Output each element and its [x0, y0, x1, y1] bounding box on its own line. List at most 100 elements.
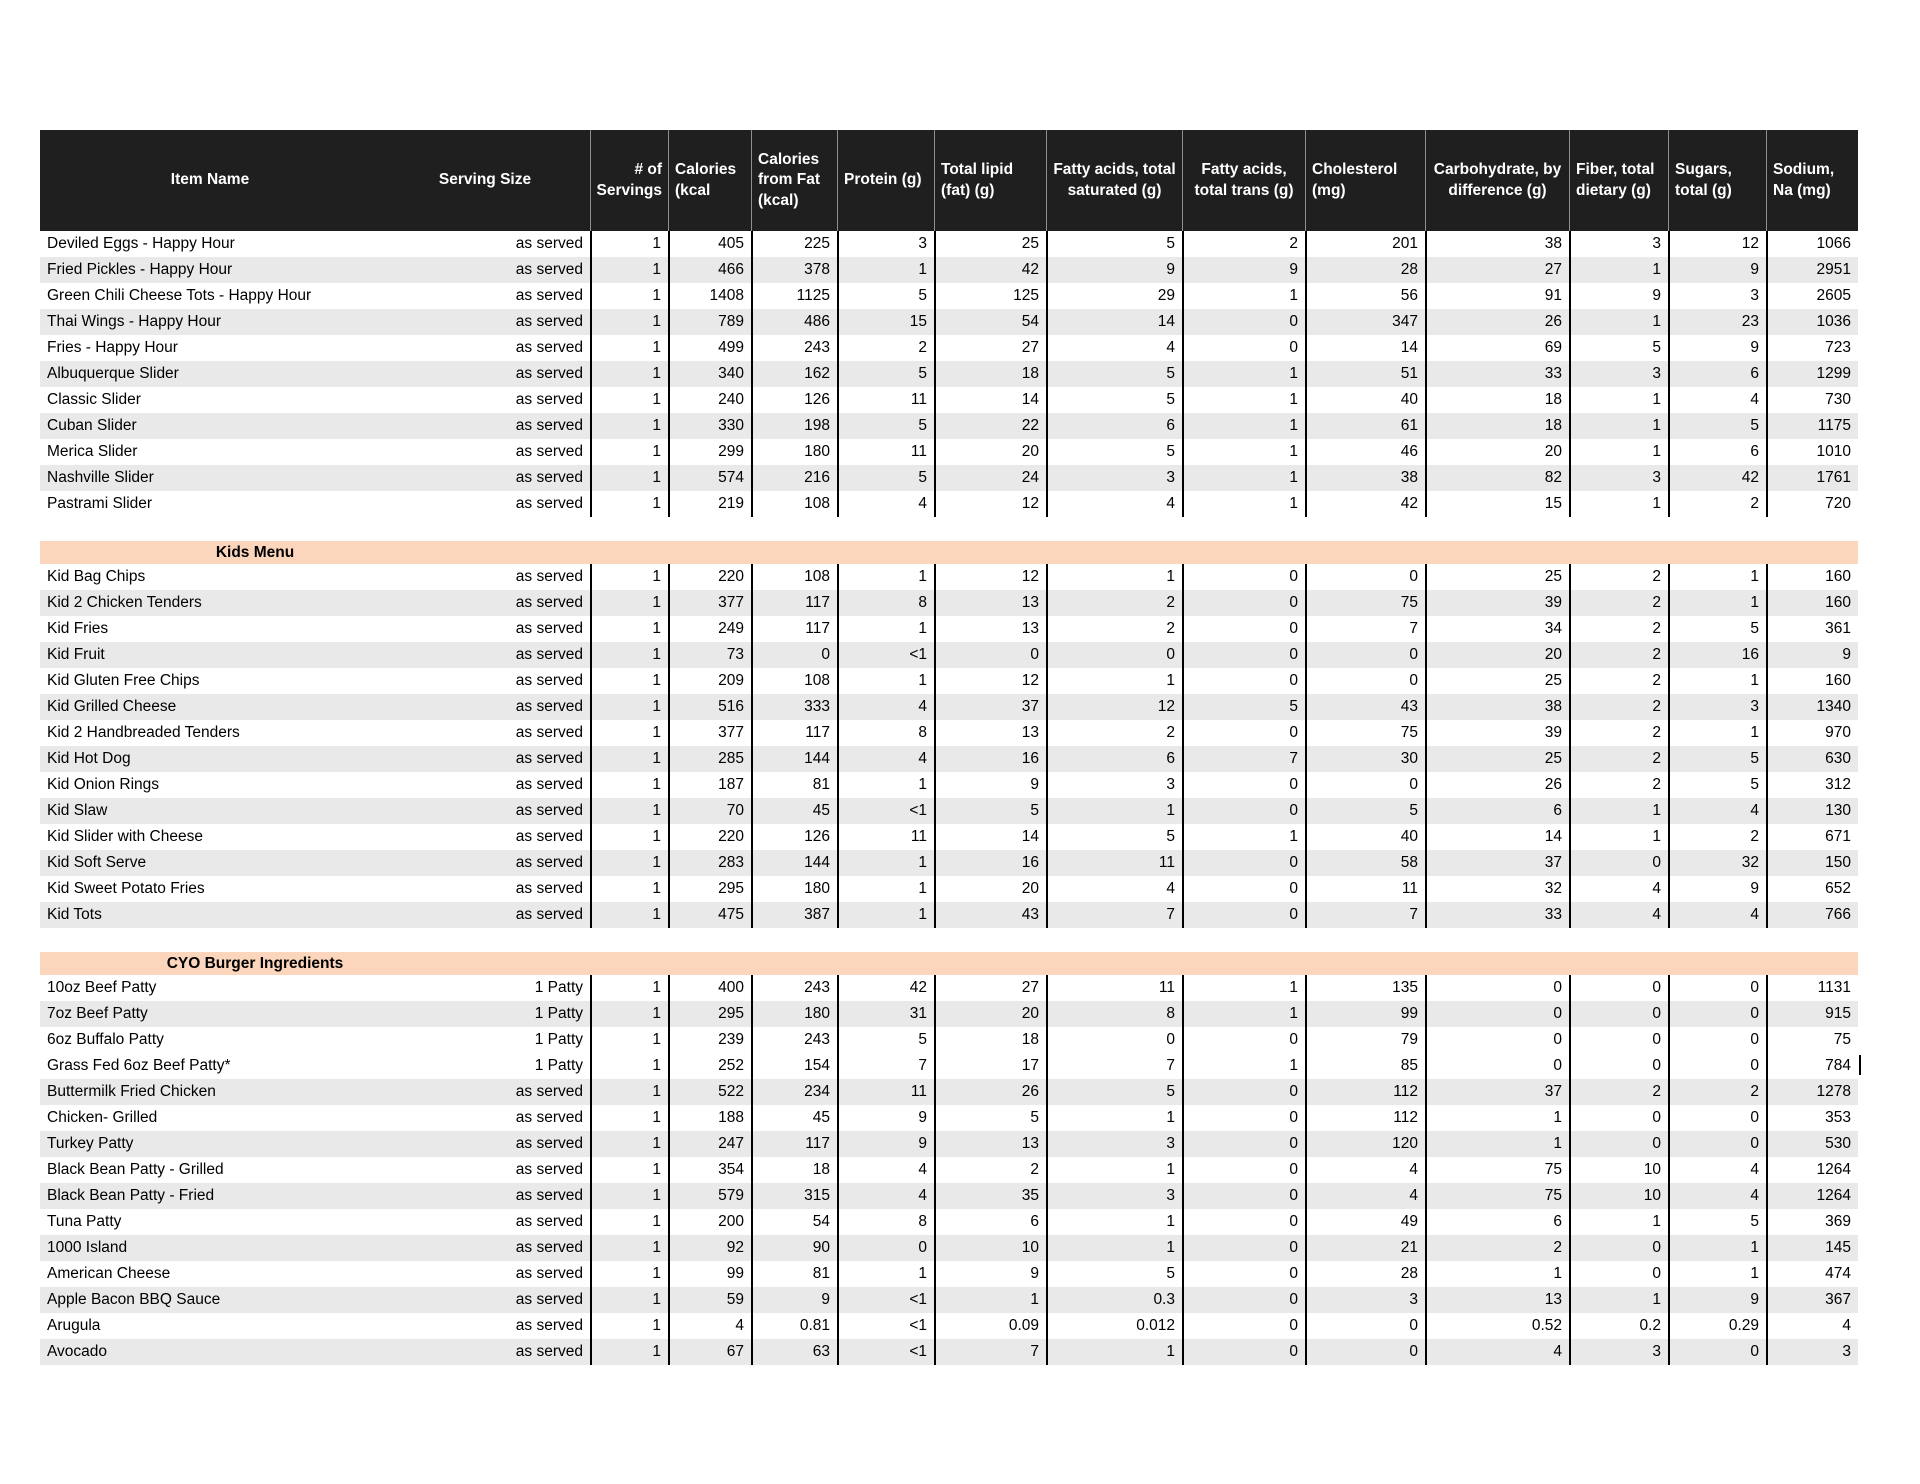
cell-value[interactable]: 1	[1046, 1235, 1182, 1261]
cell-value[interactable]: 0	[1305, 772, 1425, 798]
cell-value[interactable]: 377	[668, 590, 751, 616]
cell-value[interactable]: 5	[837, 283, 934, 309]
cell-value[interactable]: 28	[1305, 257, 1425, 283]
table-row[interactable]: 1000 Island as served 1 92 90 0 10 1 0 21 2 0 1 145	[40, 1235, 1858, 1261]
cell-value[interactable]: 1	[590, 1261, 668, 1287]
cell-value[interactable]: 11	[1046, 850, 1182, 876]
cell-serving-size[interactable]: as served	[515, 287, 583, 304]
cell-item-name[interactable]: Thai Wings - Happy Hour	[47, 313, 222, 330]
cell-value[interactable]: 27	[934, 975, 1046, 1001]
cell-value[interactable]: 247	[668, 1131, 751, 1157]
cell-value[interactable]: 42	[1305, 491, 1425, 517]
cell-value[interactable]: 20	[934, 876, 1046, 902]
cell-value[interactable]: 0	[1182, 1313, 1305, 1339]
cell-value[interactable]: 26	[1425, 772, 1569, 798]
cell-value[interactable]: 0	[1569, 1105, 1668, 1131]
cell-value[interactable]: 2	[1569, 694, 1668, 720]
cell-value[interactable]: 1	[1668, 668, 1766, 694]
cell-value[interactable]: 12	[934, 564, 1046, 590]
cell-value[interactable]: 0	[1668, 1131, 1766, 1157]
cell-value[interactable]: 0	[1305, 564, 1425, 590]
cell-value[interactable]: 219	[668, 491, 751, 517]
table-row[interactable]: Kid Fruit as served 1 73 0 <1 0 0 0 0 20 2 16 9	[40, 642, 1858, 668]
cell-value[interactable]: 144	[751, 746, 837, 772]
cell-value[interactable]: 11	[837, 824, 934, 850]
cell-value[interactable]: 12	[1046, 694, 1182, 720]
cell-value[interactable]: 75	[1305, 590, 1425, 616]
column-header[interactable]: Fatty acids, total trans (g)	[1182, 130, 1305, 231]
cell-value[interactable]: 7	[1305, 902, 1425, 928]
cell-value[interactable]: 4	[1305, 1183, 1425, 1209]
cell-serving-size[interactable]: as served	[515, 261, 583, 278]
cell-value[interactable]: 26	[934, 1079, 1046, 1105]
cell-value[interactable]: 13	[1425, 1287, 1569, 1313]
cell-serving-size[interactable]: as served	[515, 620, 583, 637]
table-row[interactable]: Albuquerque Slider as served 1 340 162 5 18 5…	[40, 361, 1858, 387]
cell-serving-size[interactable]: as served	[515, 568, 583, 585]
cell-value[interactable]: 0	[1668, 1001, 1766, 1027]
cell-value[interactable]: 160	[1766, 668, 1858, 694]
cell-serving-size[interactable]: as served	[515, 365, 583, 382]
cell-value[interactable]: 22	[934, 413, 1046, 439]
cell-value[interactable]: 25	[1425, 668, 1569, 694]
cell-value[interactable]: 9	[837, 1105, 934, 1131]
cell-value[interactable]: 160	[1766, 564, 1858, 590]
cell-value[interactable]: 1408	[668, 283, 751, 309]
table-row[interactable]: Kid Fries as served 1 249 117 1 13 2 0 7 34 2 5 361	[40, 616, 1858, 642]
cell-value[interactable]: 671	[1766, 824, 1858, 850]
cell-value[interactable]: 16	[934, 746, 1046, 772]
cell-value[interactable]: 0	[1668, 1339, 1766, 1365]
cell-value[interactable]: 0.2	[1569, 1313, 1668, 1339]
cell-value[interactable]: 2	[1668, 491, 1766, 517]
cell-value[interactable]: 239	[668, 1027, 751, 1053]
cell-value[interactable]: 1	[1182, 1053, 1305, 1079]
cell-value[interactable]: 37	[1425, 850, 1569, 876]
cell-value[interactable]: 2	[1046, 590, 1182, 616]
cell-value[interactable]: 361	[1766, 616, 1858, 642]
cell-value[interactable]: 187	[668, 772, 751, 798]
cell-value[interactable]: 1	[590, 1183, 668, 1209]
cell-value[interactable]: 1	[590, 668, 668, 694]
cell-value[interactable]: 0	[1182, 1079, 1305, 1105]
cell-value[interactable]: 340	[668, 361, 751, 387]
cell-value[interactable]: 220	[668, 824, 751, 850]
cell-value[interactable]: 0.09	[934, 1313, 1046, 1339]
cell-value[interactable]: 1	[590, 616, 668, 642]
cell-value[interactable]: 0	[1046, 642, 1182, 668]
cell-value[interactable]: 0	[1182, 642, 1305, 668]
cell-item-name[interactable]: Kid Grilled Cheese	[47, 698, 177, 715]
cell-item-name[interactable]: Deviled Eggs - Happy Hour	[47, 235, 235, 252]
cell-value[interactable]: 5	[1046, 387, 1182, 413]
cell-value[interactable]: 1	[590, 309, 668, 335]
cell-value[interactable]: 1	[1569, 798, 1668, 824]
cell-value[interactable]: 9	[751, 1287, 837, 1313]
cell-value[interactable]: 283	[668, 850, 751, 876]
cell-value[interactable]: 1	[1668, 1235, 1766, 1261]
cell-value[interactable]: 9	[934, 1261, 1046, 1287]
cell-value[interactable]: 0	[1182, 798, 1305, 824]
cell-value[interactable]: 38	[1425, 231, 1569, 257]
cell-value[interactable]: 20	[1425, 642, 1569, 668]
cell-serving-size[interactable]: as served	[515, 1187, 583, 1204]
cell-item-name[interactable]: Nashville Slider	[47, 469, 154, 486]
table-row[interactable]: Kid Sweet Potato Fries as served 1 295 180…	[40, 876, 1858, 902]
cell-item-name[interactable]: 10oz Beef Patty	[47, 979, 157, 996]
cell-value[interactable]: 1010	[1766, 439, 1858, 465]
cell-serving-size[interactable]: as served	[515, 1239, 583, 1256]
cell-value[interactable]: 200	[668, 1209, 751, 1235]
cell-value[interactable]: 11	[1305, 876, 1425, 902]
cell-value[interactable]: 112	[1305, 1105, 1425, 1131]
cell-item-name[interactable]: Kid Fruit	[47, 646, 105, 663]
cell-value[interactable]: 1340	[1766, 694, 1858, 720]
table-row[interactable]: Chicken- Grilled as served 1 188 45 9 5 1 0 112…	[40, 1105, 1858, 1131]
cell-value[interactable]: <1	[837, 1287, 934, 1313]
cell-value[interactable]: 1	[590, 642, 668, 668]
cell-value[interactable]: 18	[1425, 413, 1569, 439]
cell-serving-size[interactable]: as served	[515, 1317, 583, 1334]
cell-value[interactable]: 5	[837, 413, 934, 439]
cell-value[interactable]: 145	[1766, 1235, 1858, 1261]
cell-serving-size[interactable]: as served	[515, 1265, 583, 1282]
cell-value[interactable]: 5	[934, 1105, 1046, 1131]
cell-value[interactable]: 108	[751, 668, 837, 694]
cell-value[interactable]: 4	[1668, 387, 1766, 413]
